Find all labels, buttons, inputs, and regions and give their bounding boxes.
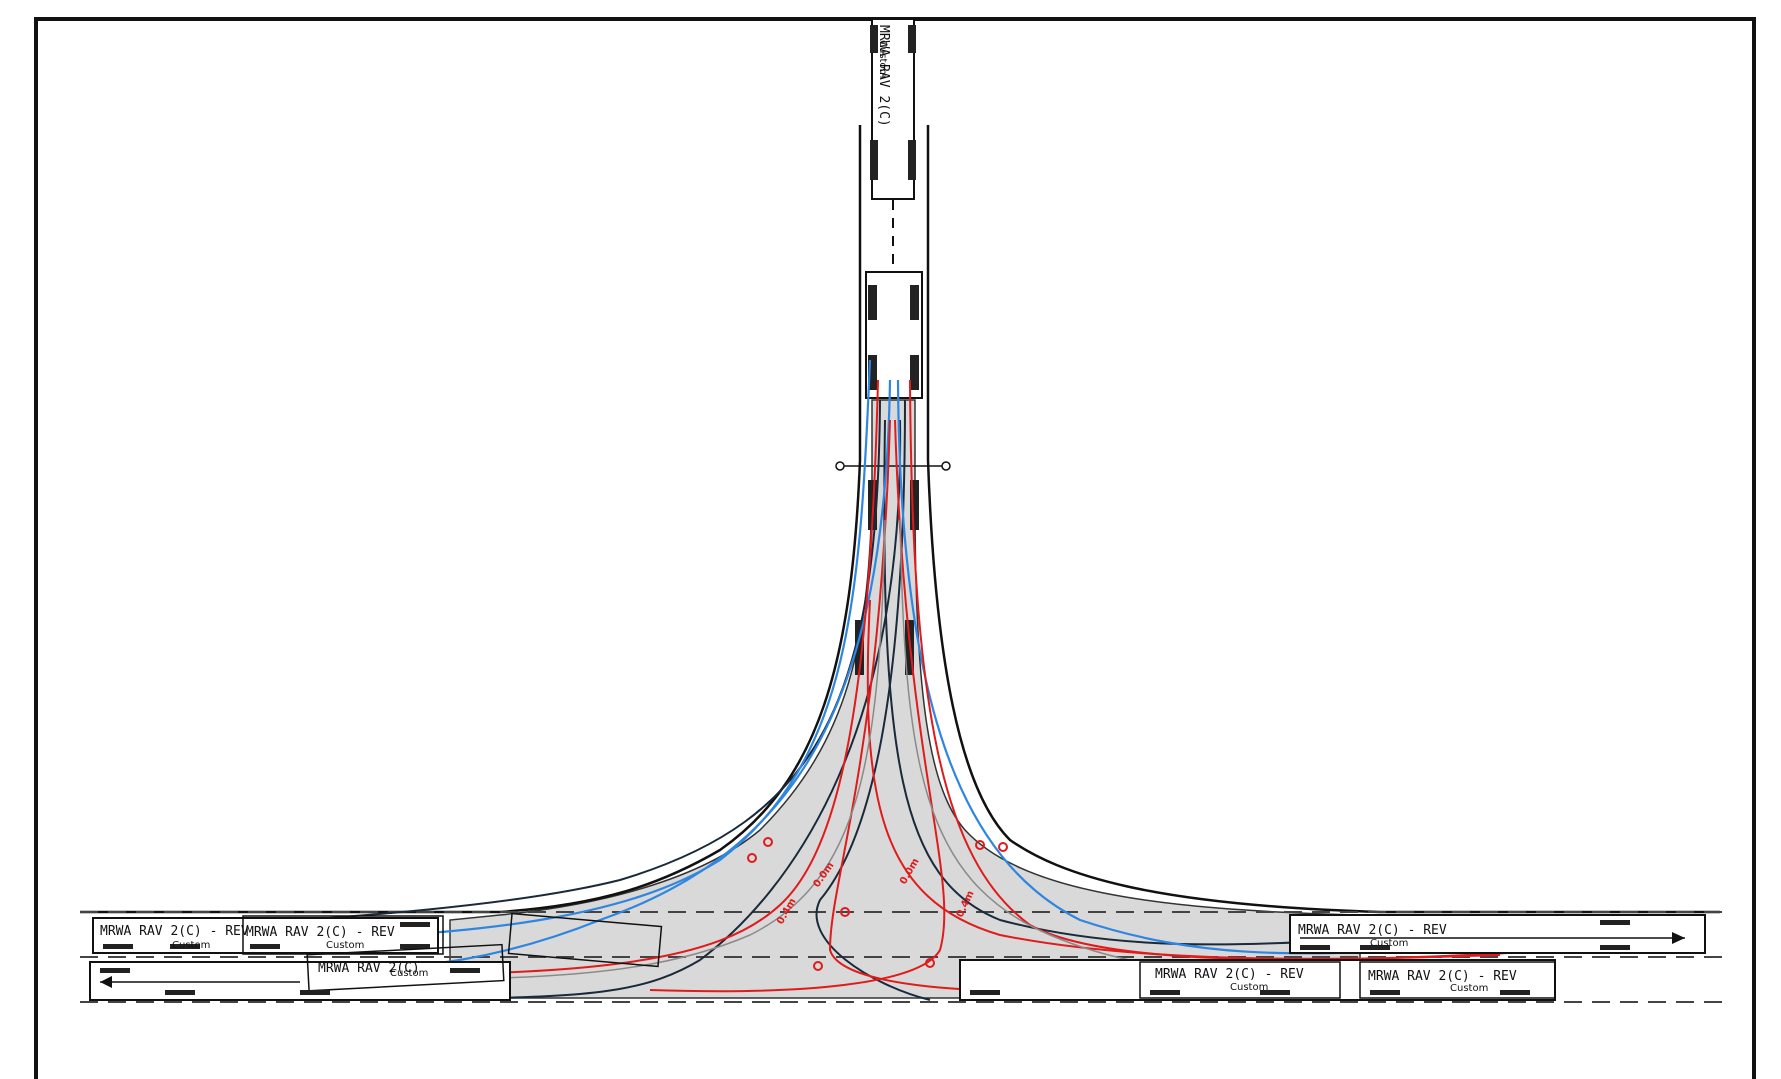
swept-envelope xyxy=(449,399,1361,999)
vehicle-label-vertical: MRWA RAV 2(C) xyxy=(876,25,891,127)
svg-text:MRWA RAV 2(C): MRWA RAV 2(C) xyxy=(318,961,420,976)
vehicle-left-bottom: MRWA RAV 2(C) Custom xyxy=(89,943,511,1001)
vehicle-turning-left xyxy=(507,912,663,968)
svg-text:MRWA RAV 2(C) - REV: MRWA RAV 2(C) - REV xyxy=(1368,969,1517,984)
vehicle-left-top: MRWA RAV 2(C) - REV Custom MRWA RAV 2(C)… xyxy=(92,915,444,955)
clearance-markers xyxy=(747,837,1008,971)
road-edge-right xyxy=(926,125,1720,914)
svg-text:MRWA RAV 2(C) - REV: MRWA RAV 2(C) - REV xyxy=(100,924,249,939)
svg-text:Custom: Custom xyxy=(1370,938,1408,949)
svg-text:Custom: Custom xyxy=(1230,982,1268,993)
svg-text:MRWA RAV 2(C) - REV: MRWA RAV 2(C) - REV xyxy=(1298,923,1447,938)
vehicle-body-top xyxy=(871,18,915,200)
svg-text:Custom: Custom xyxy=(1450,983,1488,994)
vehicle-sublabel-vertical: Custom xyxy=(877,40,888,78)
vehicle-right-bottom: MRWA RAV 2(C) - REV Custom MRWA RAV 2(C)… xyxy=(959,959,1556,1001)
svg-text:Custom: Custom xyxy=(326,940,364,951)
vehicle-body-top-2 xyxy=(865,271,923,399)
svg-text:MRWA RAV 2(C) - REV: MRWA RAV 2(C) - REV xyxy=(1155,967,1304,982)
svg-text:Custom: Custom xyxy=(390,968,428,979)
svg-text:Custom: Custom xyxy=(172,940,210,951)
road-edge-left xyxy=(80,125,862,914)
vehicle-right-top: MRWA RAV 2(C) - REV Custom xyxy=(1289,914,1706,954)
direction-marker xyxy=(835,461,951,471)
svg-text:MRWA RAV 2(C) - REV: MRWA RAV 2(C) - REV xyxy=(246,925,395,940)
